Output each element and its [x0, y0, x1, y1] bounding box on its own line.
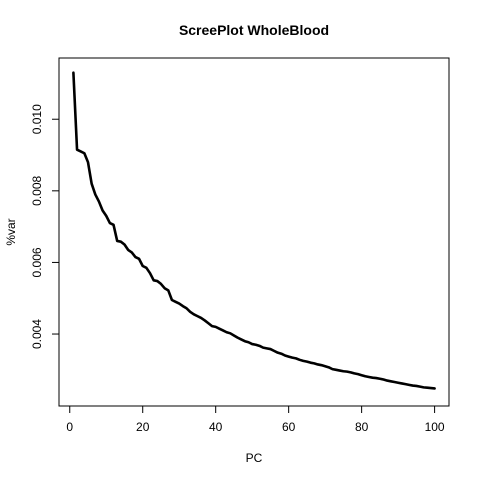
chart-title: ScreePlot WholeBlood — [179, 22, 329, 38]
x-tick-label: 20 — [136, 420, 150, 434]
y-tick-label: 0.010 — [30, 104, 44, 134]
y-tick-label: 0.008 — [30, 175, 44, 205]
x-axis-title: PC — [246, 451, 263, 465]
y-tick-label: 0.006 — [30, 247, 44, 277]
series-line — [72, 71, 436, 390]
x-tick-label: 80 — [355, 420, 369, 434]
x-axis: 0 20 40 60 80 100 — [66, 405, 445, 434]
y-axis: 0.004 0.006 0.008 0.010 — [30, 104, 60, 349]
y-tick-label: 0.004 — [30, 319, 44, 349]
y-axis-title: %var — [4, 218, 18, 245]
x-tick-label: 40 — [209, 420, 223, 434]
plot-frame — [58, 57, 450, 407]
x-tick-label: 0 — [66, 420, 73, 434]
x-tick-label: 100 — [425, 420, 445, 434]
x-tick-label: 60 — [282, 420, 296, 434]
series-group — [72, 71, 436, 390]
